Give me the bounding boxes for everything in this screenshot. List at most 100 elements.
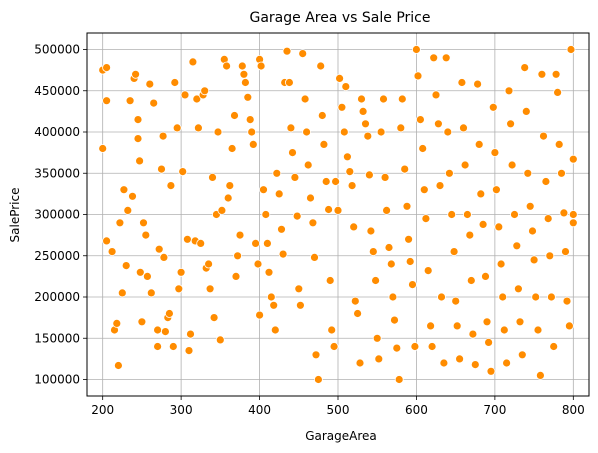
data-point	[282, 46, 292, 56]
data-point	[462, 210, 472, 219]
data-point	[284, 78, 294, 87]
data-point	[133, 134, 143, 144]
data-point	[223, 193, 233, 203]
data-point	[256, 61, 266, 71]
data-point	[139, 218, 148, 228]
data-point	[146, 288, 156, 298]
data-point	[543, 214, 553, 224]
data-point	[562, 296, 572, 306]
data-point	[559, 208, 569, 218]
x-tick-label: 600	[405, 403, 428, 417]
data-point	[421, 214, 431, 224]
data-point	[174, 284, 184, 294]
data-point	[342, 152, 352, 162]
data-point	[225, 181, 235, 191]
data-point	[561, 247, 570, 257]
data-point	[404, 234, 414, 244]
data-point	[507, 160, 517, 170]
data-point	[549, 342, 559, 351]
data-point	[168, 342, 178, 351]
data-point	[396, 123, 406, 133]
data-point	[266, 292, 276, 302]
data-point	[371, 276, 381, 285]
x-tick-label: 400	[248, 403, 271, 417]
data-point	[476, 189, 486, 199]
data-point	[222, 61, 232, 71]
data-point	[413, 71, 423, 81]
grid	[87, 33, 589, 396]
data-point	[308, 218, 318, 228]
data-point	[313, 375, 323, 384]
data-point	[376, 127, 386, 137]
data-point	[363, 131, 373, 141]
data-point	[514, 284, 523, 294]
data-point	[459, 123, 468, 133]
data-point	[157, 164, 166, 174]
data-point	[531, 292, 541, 302]
data-point	[418, 144, 428, 153]
data-point	[547, 292, 556, 302]
data-point	[426, 321, 436, 331]
data-point	[248, 139, 258, 149]
x-axis-label: GarageArea	[305, 429, 377, 443]
data-point	[331, 177, 341, 186]
data-point	[135, 267, 145, 277]
data-point	[433, 119, 443, 129]
data-point	[355, 358, 365, 368]
data-point	[239, 69, 249, 79]
data-point	[154, 244, 164, 254]
y-tick-label: 500000	[34, 43, 80, 57]
data-point	[515, 317, 525, 327]
y-tick-label: 300000	[34, 208, 80, 222]
data-point	[405, 257, 415, 266]
data-point	[278, 249, 288, 259]
data-point	[166, 181, 176, 191]
data-point	[431, 90, 441, 100]
data-point	[551, 69, 561, 79]
data-point	[182, 234, 192, 244]
data-point	[545, 251, 555, 261]
data-point	[372, 333, 382, 343]
axis-ticks: 200 300 400 500 600 700 800 100000 150000 200000 2…	[34, 43, 585, 418]
data-point	[444, 168, 454, 178]
data-point	[490, 148, 500, 158]
data-point	[325, 276, 335, 285]
data-point	[364, 170, 374, 180]
data-point	[537, 69, 547, 79]
data-point	[302, 127, 312, 137]
data-point	[468, 329, 478, 339]
data-point	[488, 102, 498, 112]
data-point	[298, 49, 308, 58]
data-point	[288, 148, 297, 158]
x-tick-label: 500	[327, 403, 350, 417]
data-point	[240, 78, 250, 87]
data-point	[311, 350, 321, 360]
data-point	[133, 115, 143, 124]
data-point	[415, 115, 425, 124]
data-point	[455, 354, 465, 364]
data-point	[553, 88, 562, 97]
data-point	[327, 325, 337, 335]
data-point	[125, 96, 135, 106]
data-point	[141, 230, 151, 240]
data-point	[410, 342, 420, 351]
data-point	[474, 139, 484, 149]
data-point	[521, 107, 531, 116]
data-point	[121, 261, 131, 271]
data-point	[231, 271, 241, 281]
data-point	[274, 189, 284, 199]
data-points	[98, 45, 578, 384]
x-tick-label: 300	[170, 403, 193, 417]
data-point	[235, 230, 245, 240]
y-axis-label: SalePrice	[8, 188, 22, 243]
data-point	[390, 315, 399, 325]
data-point	[310, 252, 319, 262]
y-tick-label: 350000	[34, 166, 80, 180]
data-point	[290, 172, 300, 182]
data-point	[568, 210, 578, 219]
data-point	[264, 267, 274, 277]
data-point	[498, 292, 508, 302]
data-point	[361, 119, 370, 129]
data-point	[153, 325, 163, 335]
data-point	[333, 205, 343, 215]
